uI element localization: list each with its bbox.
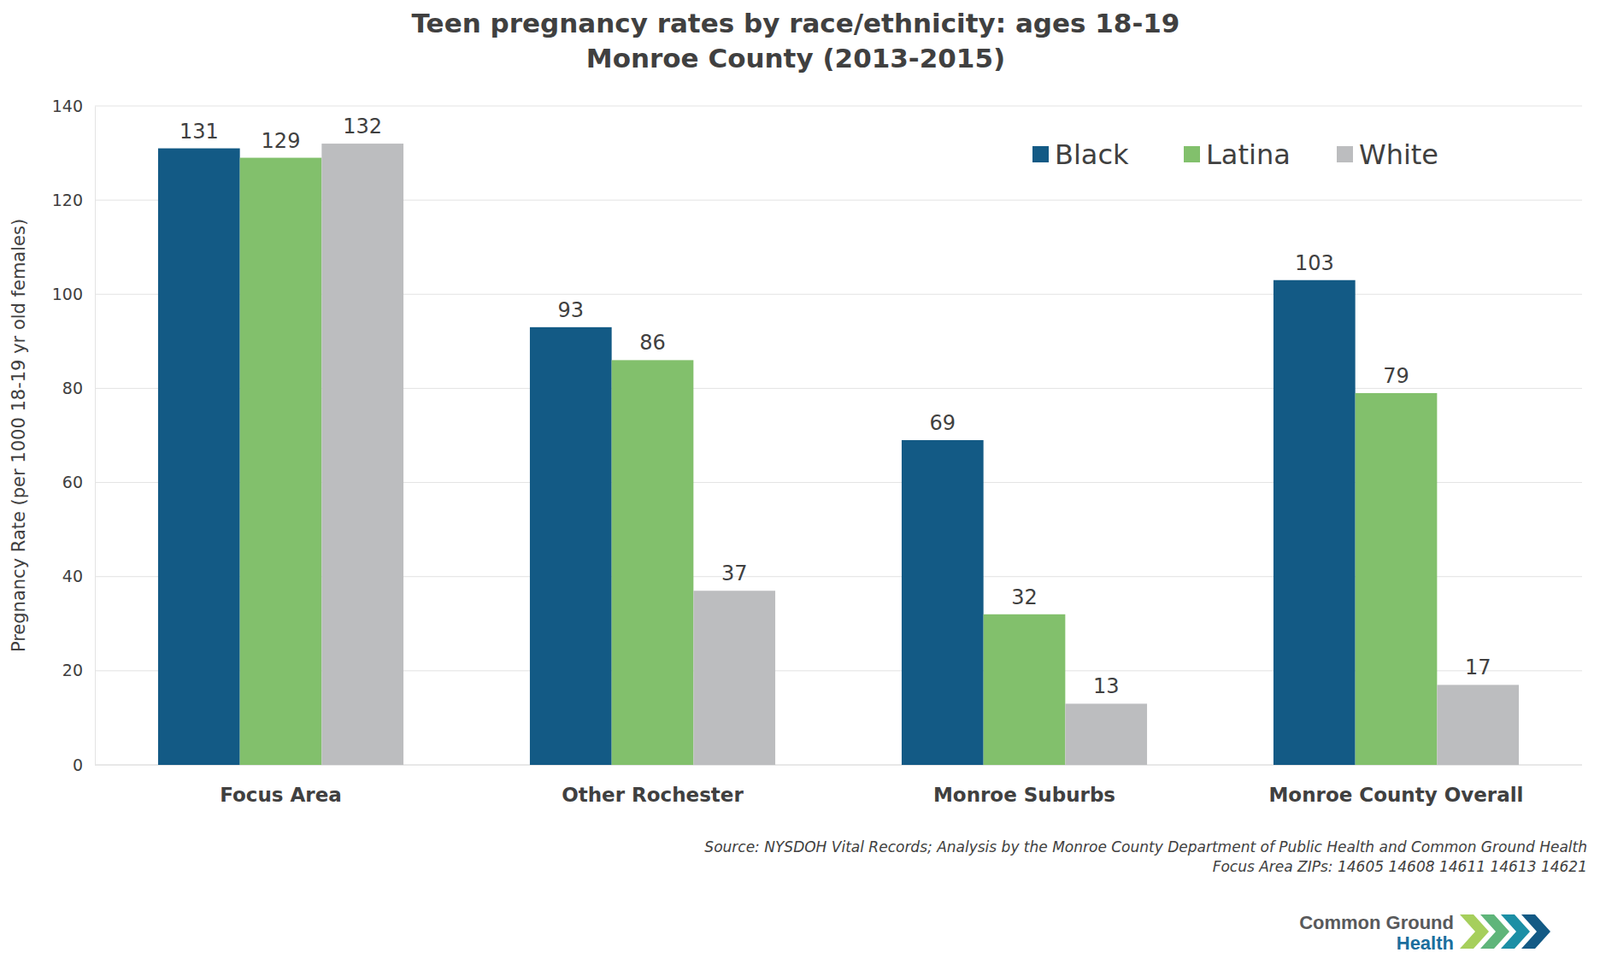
bar — [1273, 280, 1356, 765]
x-tick-label: Focus Area — [219, 783, 342, 806]
bar — [1436, 684, 1519, 765]
bars — [158, 143, 1519, 765]
y-tick-label: 120 — [52, 190, 83, 210]
legend-swatch — [1183, 146, 1200, 163]
data-label: 79 — [1382, 364, 1410, 389]
bar — [901, 440, 984, 765]
y-tick-label: 140 — [52, 96, 83, 116]
y-tick: 40 — [62, 566, 95, 586]
bar — [1355, 393, 1438, 765]
logo-text: Health — [1396, 932, 1454, 954]
bar — [529, 327, 612, 765]
y-tick-label: 40 — [62, 566, 83, 586]
logo-chevron — [1500, 914, 1530, 949]
y-tick: 120 — [52, 190, 95, 210]
plot: 0 20 40 60 80 100 120 140 131 93 69 103 129 86 32 79 132… — [52, 96, 1583, 806]
data-label: 69 — [929, 411, 957, 436]
y-tick: 140 — [52, 96, 95, 116]
zip-note: Focus Area ZIPs: 14605 14608 14611 14613… — [1212, 858, 1588, 876]
legend: Black Latina White — [1032, 138, 1439, 171]
grid-line — [94, 105, 1583, 107]
y-axis: 0 20 40 60 80 100 120 140 — [52, 96, 96, 775]
data-label: 93 — [558, 298, 585, 323]
y-axis-title: Pregnancy Rate (per 1000 18-19 yr old fe… — [8, 218, 30, 653]
bar — [321, 143, 404, 765]
logo-text: Common Ground — [1299, 911, 1454, 934]
data-label: 13 — [1093, 674, 1120, 699]
y-tick: 60 — [62, 472, 95, 492]
bar — [158, 148, 241, 765]
legend-label: Black — [1054, 138, 1130, 171]
y-tick-label: 80 — [62, 378, 83, 398]
title: Teen pregnancy rates by race/ethnicity: … — [411, 7, 1181, 39]
y-tick: 0 — [72, 755, 95, 775]
data-label: 131 — [179, 119, 219, 144]
y-tick-label: 100 — [52, 284, 83, 304]
data-label: 86 — [639, 330, 666, 355]
data-labels: 131 93 69 103 129 86 32 79 132 37 13 17 — [179, 114, 1492, 699]
subtitle: Monroe County (2013-2015) — [586, 42, 1006, 74]
x-tick-label: Monroe Suburbs — [933, 783, 1116, 806]
y-tick: 80 — [62, 378, 95, 398]
bar — [983, 614, 1066, 765]
bar — [240, 158, 323, 765]
x-tick-label: Monroe County Overall — [1268, 783, 1524, 806]
legend-label: Latina — [1205, 138, 1291, 171]
data-label: 132 — [342, 114, 383, 139]
x-tick-label: Other Rochester — [561, 783, 744, 806]
x-axis: Focus Area Other Rochester Monroe Suburbs M… — [219, 783, 1524, 806]
legend-swatch — [1032, 146, 1049, 163]
bar — [611, 359, 695, 765]
data-label: 103 — [1294, 251, 1335, 276]
data-label: 32 — [1011, 585, 1038, 610]
y-axis-line — [94, 106, 96, 766]
data-label: 17 — [1464, 655, 1492, 680]
y-tick-label: 20 — [62, 660, 83, 680]
y-tick-label: 0 — [72, 755, 83, 775]
y-tick: 20 — [62, 660, 95, 680]
source-note: Source: NYSDOH Vital Records; Analysis b… — [704, 838, 1588, 856]
logo-chevron — [1521, 914, 1551, 949]
y-tick-label: 60 — [62, 472, 83, 492]
chart: Teen pregnancy rates by race/ethnicity: … — [0, 0, 1600, 976]
logo-chevron — [1480, 914, 1510, 949]
logo-chevron — [1459, 914, 1489, 949]
legend-swatch — [1336, 146, 1353, 163]
data-label: 129 — [261, 129, 301, 153]
bar — [1064, 703, 1148, 765]
grid — [94, 105, 1583, 765]
y-tick: 100 — [52, 284, 95, 304]
bar — [693, 590, 776, 765]
data-label: 37 — [721, 561, 748, 586]
legend-label: White — [1358, 138, 1439, 171]
